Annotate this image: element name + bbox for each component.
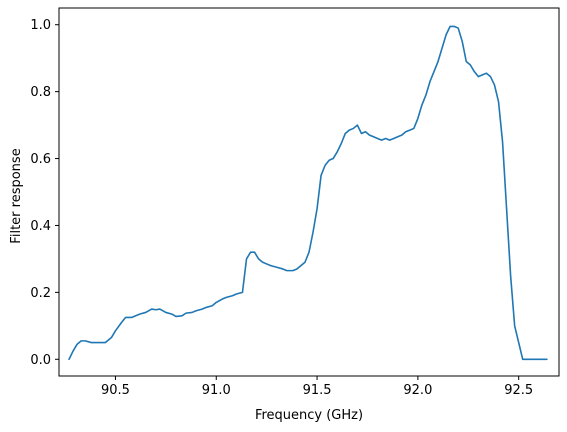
x-tick-label: 91.5: [303, 383, 332, 398]
y-tick-label: 0.6: [30, 152, 51, 167]
plot-area: [68, 25, 548, 361]
axis-ticks: 90.5 91.0 91.5 92.0 92.5 0.0 0.2 0.4 0.6 0.8 1.0: [30, 18, 533, 398]
x-axis-label: Frequency (GHz): [255, 408, 363, 423]
y-tick-label: 0.8: [30, 85, 51, 100]
y-tick-label: 0.4: [30, 219, 51, 234]
x-tick-label: 92.0: [403, 383, 432, 398]
y-tick-label: 0.0: [30, 353, 51, 368]
y-tick-label: 0.2: [30, 286, 51, 301]
x-tick-label: 92.5: [504, 383, 533, 398]
x-tick-label: 91.0: [202, 383, 231, 398]
x-tick-label: 90.5: [101, 383, 130, 398]
axes-frame: [58, 7, 560, 377]
y-tick-label: 1.0: [30, 18, 51, 33]
y-axis-label: Filter response: [9, 148, 24, 243]
series-line-0: [68, 25, 548, 361]
